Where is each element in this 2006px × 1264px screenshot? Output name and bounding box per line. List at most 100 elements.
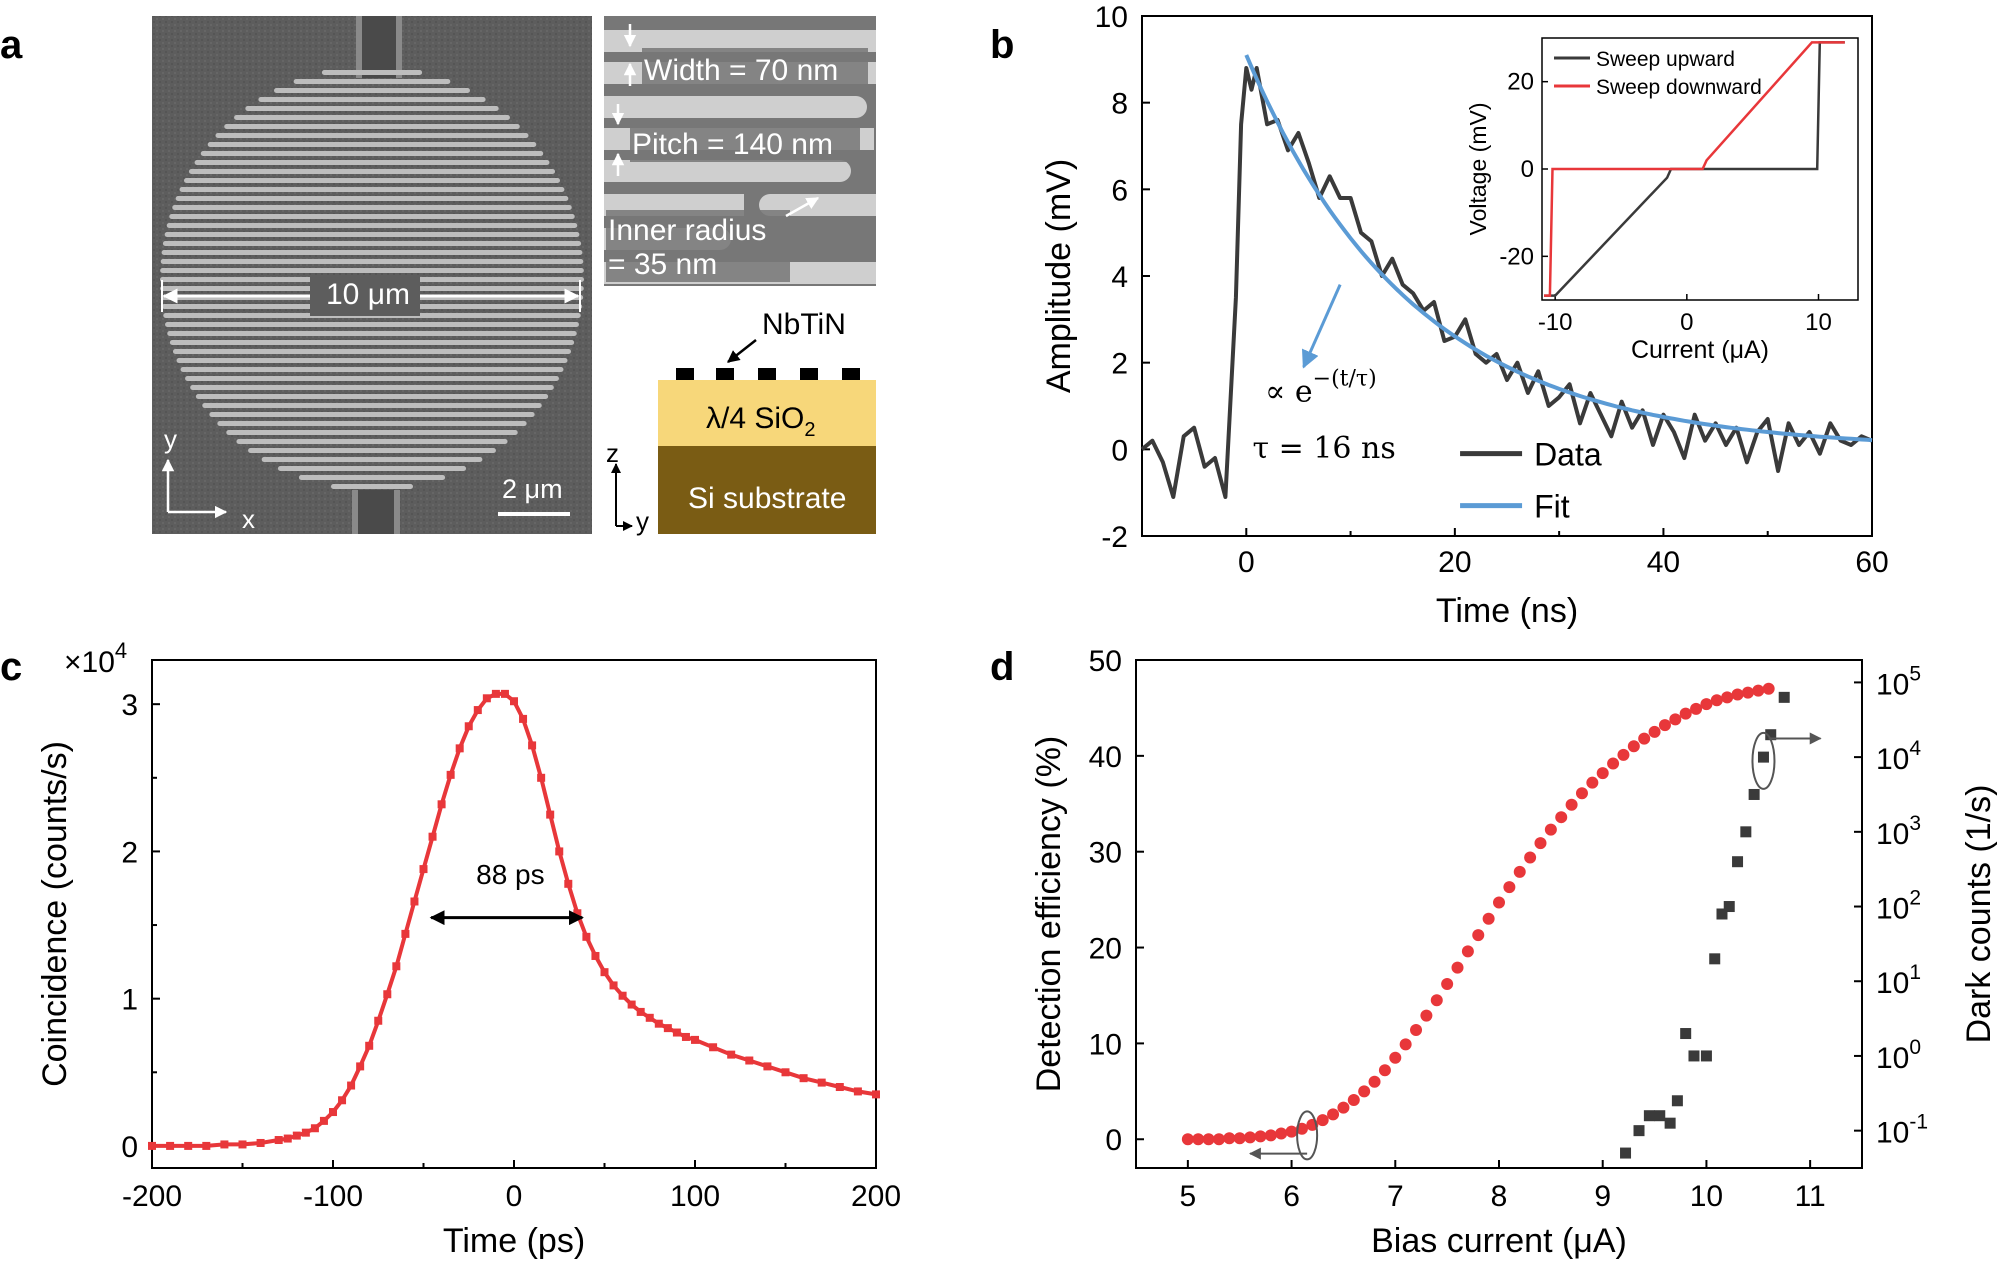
chart-c-point: [691, 1035, 699, 1044]
inset-pitch-label: Pitch = 140 nm: [632, 128, 833, 161]
chart-d-dark-point: [1688, 1050, 1700, 1062]
meander-line: [293, 79, 451, 84]
chart-b-inset-ytick-label: 0: [1521, 156, 1534, 183]
meander-line: [185, 376, 559, 381]
meander-line: [258, 97, 486, 102]
chart-b-xtick-label: 60: [1855, 546, 1888, 579]
chart-d-xtick-label: 8: [1491, 1180, 1508, 1213]
chart-c-point: [872, 1090, 880, 1099]
chart-b-ytick-label: 2: [1111, 348, 1128, 381]
stack-axis-y: y: [636, 506, 649, 536]
chart-d-efficiency-point: [1347, 1093, 1360, 1106]
chart-b-xtick-label: 40: [1647, 546, 1680, 579]
chart-c-point: [582, 932, 591, 941]
chart-d-ytick-left-label: 0: [1105, 1124, 1122, 1157]
meander-line: [245, 106, 499, 111]
meander-line: [172, 349, 572, 354]
chart-d-efficiency-point: [1741, 686, 1754, 699]
chart-c-point: [274, 1136, 283, 1145]
chart-d-xtick-label: 11: [1795, 1180, 1826, 1213]
chart-c-point: [365, 1041, 374, 1050]
chart-d-ytick-right-exp: 2: [1909, 887, 1921, 910]
chart-d-ytick-right-exp: -1: [1909, 1111, 1928, 1134]
chart-d-dark-point: [1664, 1117, 1676, 1129]
meander-line: [169, 340, 575, 345]
nbtin-label: NbTiN: [762, 308, 846, 341]
chart-d-efficiency-point: [1181, 1133, 1194, 1146]
chart-d-efficiency-point: [1233, 1132, 1246, 1145]
chart-d-efficiency-point: [1327, 1108, 1340, 1121]
chart-d-efficiency-point: [1710, 694, 1723, 707]
chart-c-point: [473, 706, 482, 715]
chart-c-point: [392, 962, 401, 971]
chart-c-point: [356, 1062, 365, 1071]
chart-b-ytick-label: 8: [1111, 88, 1128, 121]
chart-c-point: [763, 1062, 772, 1071]
chart-d-dark-point: [1633, 1125, 1645, 1137]
chart-c-point: [600, 968, 609, 977]
chart-c-point: [745, 1056, 754, 1065]
chart-d-efficiency-point: [1430, 994, 1443, 1007]
chart-c-point: [419, 865, 428, 874]
chart-b-ylabel: Amplitude (mV): [1040, 159, 1078, 393]
chart-d-efficiency-point: [1544, 823, 1557, 836]
chart-d-dark-point: [1680, 1028, 1692, 1040]
chart-d-efficiency-point: [1493, 896, 1505, 909]
chart-d-efficiency-point: [1482, 912, 1495, 925]
chart-d-efficiency-point: [1679, 707, 1692, 720]
meander-line: [248, 448, 496, 453]
chart-d-efficiency-point: [1555, 811, 1568, 824]
chart-d-ytick-right-label: 101: [1876, 961, 1921, 1000]
chart-d-efficiency-point: [1669, 713, 1682, 726]
meander-line: [274, 88, 470, 93]
chart-c-point: [510, 697, 518, 706]
chart-c-point: [564, 879, 573, 888]
chart-d-ytick-right-base: 10: [1876, 967, 1909, 1000]
chart-d-ytick-right-base: 10: [1876, 1042, 1909, 1075]
chart-c-point: [338, 1096, 347, 1105]
chart-c-fwhm-label: 88 ps: [476, 859, 545, 890]
meander-line: [195, 394, 549, 399]
sem-axis-y: y: [164, 424, 177, 454]
chart-d-efficiency-point: [1368, 1075, 1381, 1088]
chart-d-dark-point: [1757, 751, 1769, 763]
chart-c-point: [528, 741, 537, 750]
chart-d-efficiency-point: [1192, 1133, 1205, 1146]
chart-d-dark-point: [1765, 729, 1777, 741]
chart-d-efficiency-point: [1513, 865, 1526, 878]
chart-c-point: [636, 1007, 645, 1016]
meander-line: [179, 187, 565, 192]
meander-line: [160, 259, 584, 264]
meander-line: [194, 160, 550, 165]
chart-d-dark-point: [1723, 901, 1735, 913]
chart-b-ytick-label: 4: [1111, 261, 1128, 294]
chart-c-point: [329, 1108, 337, 1117]
chart-d-efficiency-point: [1607, 757, 1620, 770]
chart-d-ytick-right-exp: 0: [1909, 1036, 1921, 1059]
chart-d-dark-point: [1778, 691, 1790, 703]
chart-c-point: [464, 722, 473, 731]
chart-d-efficiency-point: [1586, 776, 1599, 789]
panel-b-label: b: [990, 23, 1014, 67]
chart-c-point: [491, 689, 500, 698]
chart-c-point: [401, 929, 410, 938]
meander-line: [160, 268, 584, 273]
chart-b-inset-ylabel: Voltage (mV): [1465, 103, 1491, 236]
chart-d-ytick-right-label: 100: [1876, 1036, 1921, 1075]
chart-c-point: [555, 847, 564, 856]
sio2-label: λ/4 SiO2: [706, 402, 816, 441]
chart-c-xtick-label: -200: [122, 1180, 182, 1213]
chart-d-efficiency-point: [1223, 1132, 1236, 1145]
meander-line: [161, 250, 583, 255]
chart-d-efficiency-point: [1617, 748, 1630, 761]
chart-d-xtick-label: 6: [1283, 1180, 1300, 1213]
chart-d-efficiency-point: [1575, 787, 1588, 800]
chart-c-point: [148, 1141, 156, 1150]
meander-line: [176, 358, 568, 363]
chart-b-legend-data: Data: [1534, 437, 1602, 473]
chart-c-point: [256, 1138, 265, 1147]
chart-d-efficiency-point: [1461, 945, 1474, 958]
chart-c-point: [446, 770, 455, 779]
